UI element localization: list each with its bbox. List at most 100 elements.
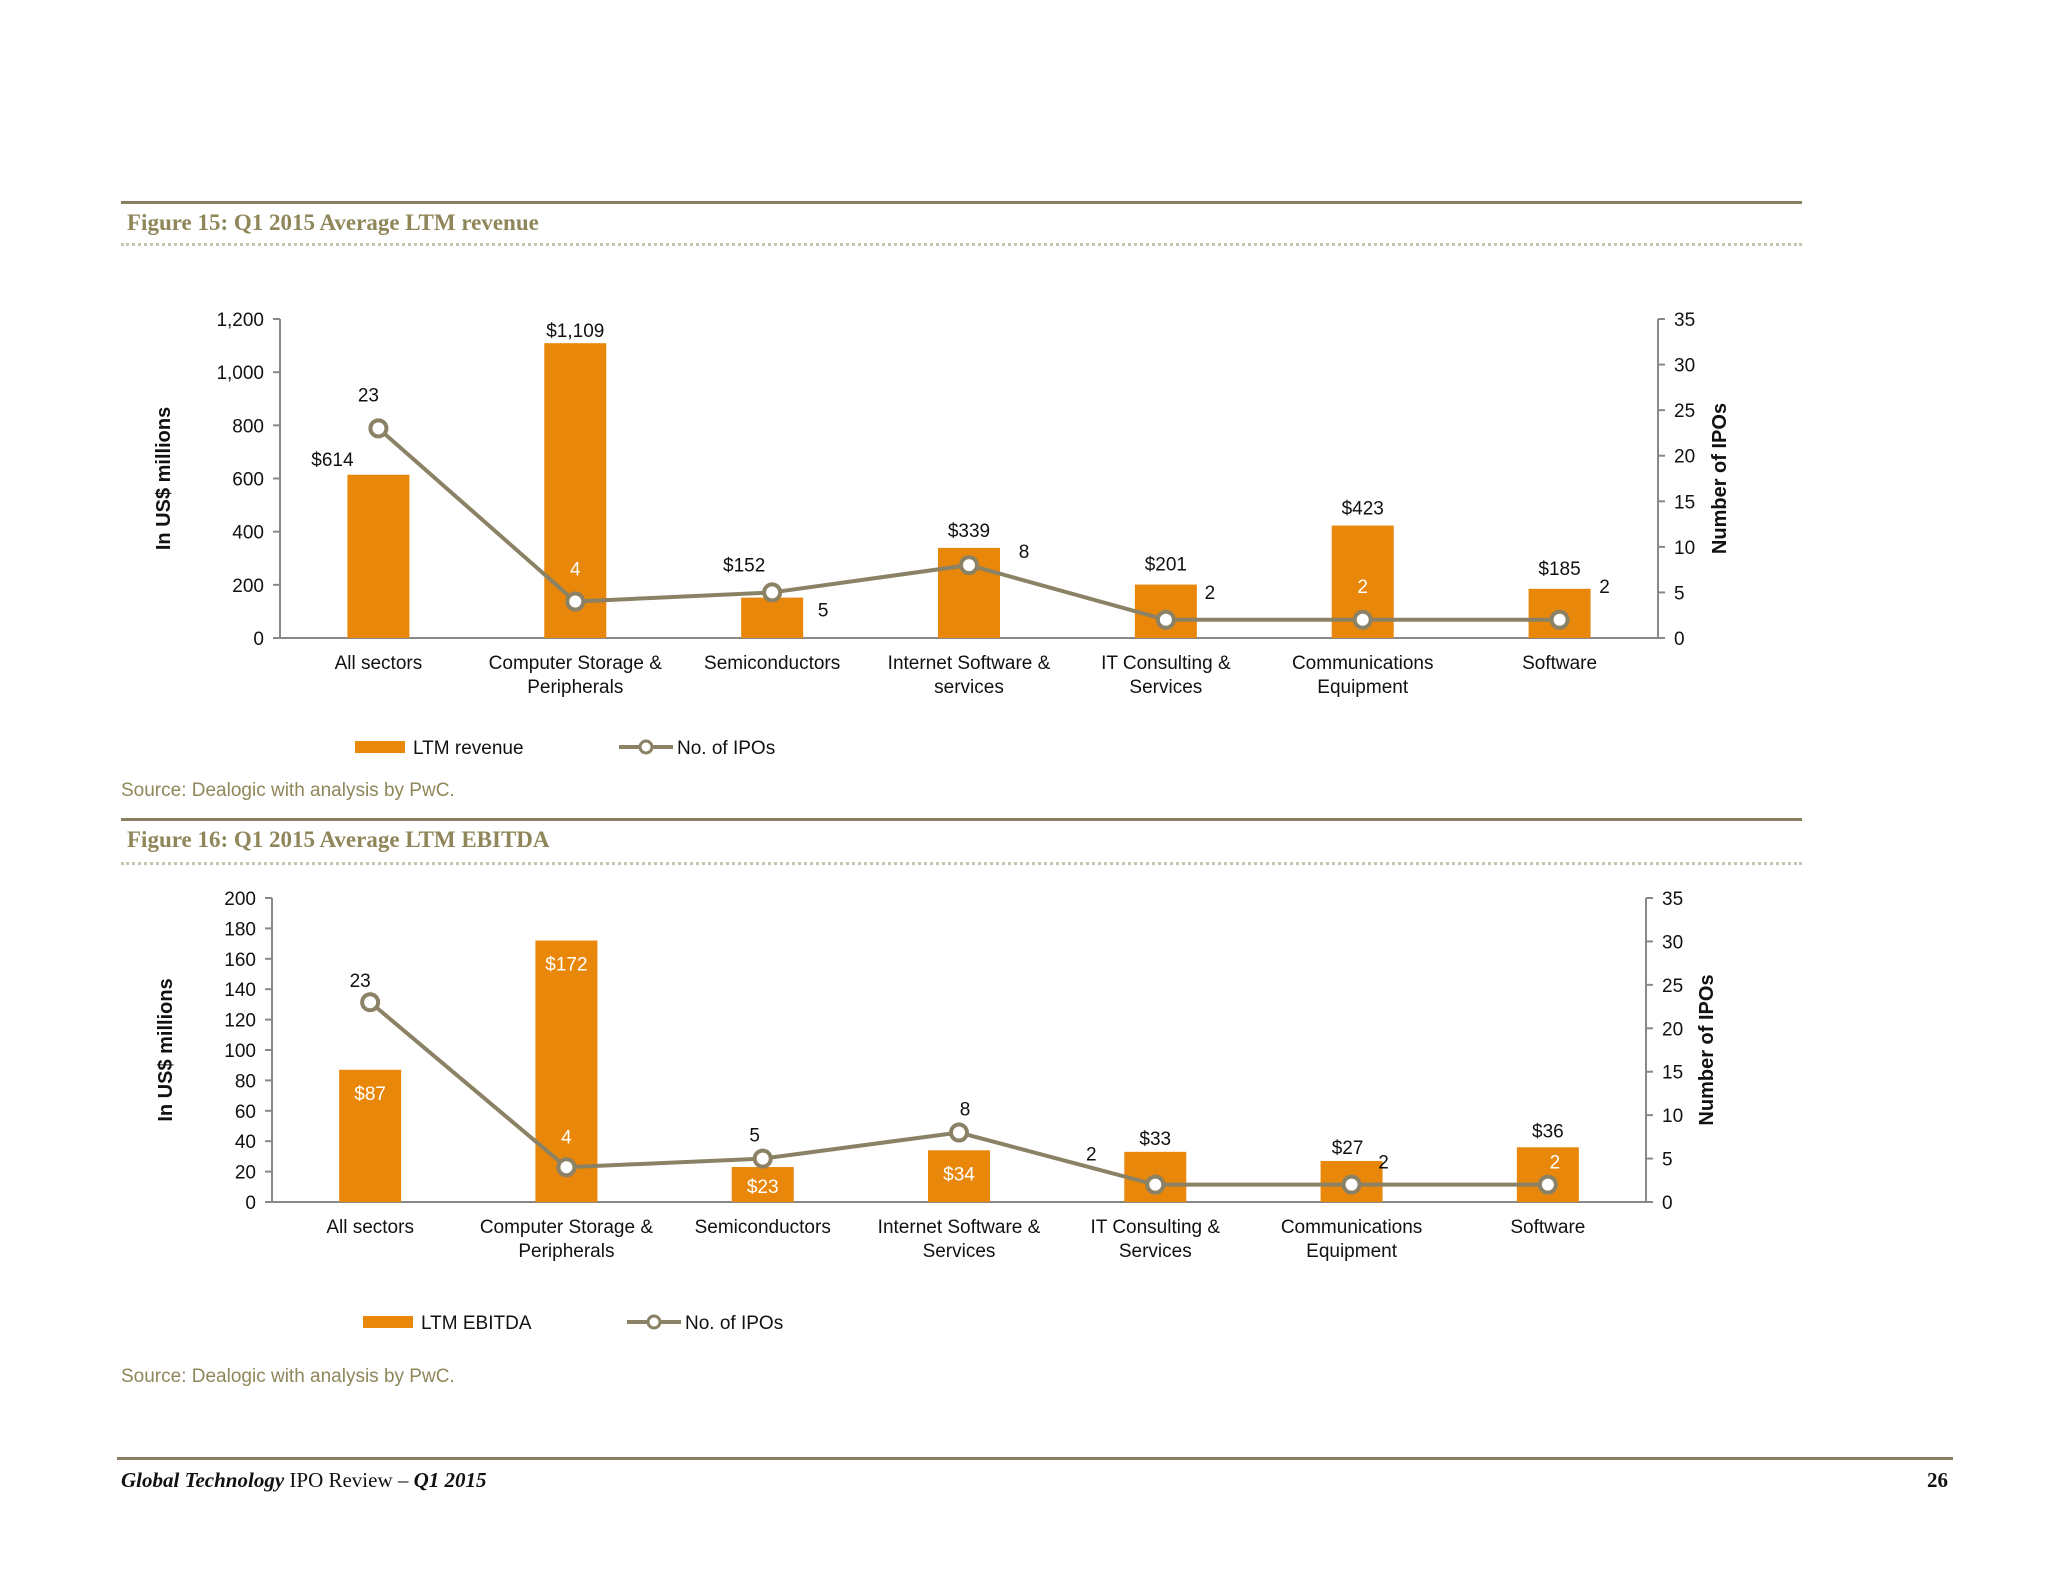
fig16-bar: [339, 1069, 402, 1202]
fig15-category-label: Equipment: [1317, 677, 1409, 698]
footer-title-quarter: Q1 2015: [413, 1468, 487, 1492]
figure15-chart: 02004006008001,0001,20005101520253035In …: [153, 310, 1731, 759]
fig15-ipo-value-label: 4: [570, 560, 581, 581]
fig15-bar-value-label: $339: [948, 521, 990, 542]
fig16-ipo-point: [1537, 1174, 1558, 1195]
fig16-category-label: Software: [1510, 1217, 1585, 1238]
fig15-y2-axis-title: Number of IPOs: [1709, 403, 1731, 554]
fig15-ipo-point: [1549, 609, 1570, 630]
fig16-ipo-value-label: 2: [1550, 1153, 1561, 1174]
fig16-ipo-value-label: 5: [749, 1126, 760, 1147]
fig15-left-tick-label: 800: [232, 416, 264, 437]
fig15-ipo-point: [565, 591, 586, 612]
fig15-ipo-point: [1155, 609, 1176, 630]
fig16-bar-value-label: $23: [747, 1177, 779, 1198]
page-number: 26: [1927, 1468, 1948, 1492]
footer-publication-title: Global Technology IPO Review – Q1 2015: [121, 1468, 487, 1493]
fig15-category-label: Semiconductors: [704, 653, 840, 674]
fig15-bar-value-label: $201: [1145, 555, 1187, 576]
fig15-left-tick-label: 600: [232, 470, 264, 491]
fig15-right-tick-label: 5: [1674, 583, 1685, 604]
fig15-ipo-point: [762, 582, 783, 603]
figure15-top-rule: [121, 201, 1802, 204]
fig15-bar-value-label: $423: [1342, 499, 1384, 520]
fig16-bar-value-label: $36: [1532, 1121, 1564, 1142]
fig16-right-tick-label: 30: [1662, 932, 1683, 953]
fig15-bar-value-label: $152: [723, 556, 765, 577]
fig15-ipo-point: [1352, 609, 1373, 630]
fig15-right-tick-label: 30: [1674, 356, 1695, 377]
footer-rule: [117, 1457, 1953, 1460]
fig15-ipo-value-label: 5: [818, 600, 829, 621]
fig15-ipo-value-label: 23: [358, 385, 379, 406]
fig16-left-tick-label: 200: [224, 889, 256, 910]
fig15-ipo-value-label: 2: [1205, 583, 1216, 604]
fig16-category-label: Internet Software &: [878, 1217, 1041, 1238]
fig16-ipo-value-label: 4: [561, 1127, 572, 1148]
fig15-left-tick-label: 400: [232, 523, 264, 544]
figure15-dotted-rule: [121, 243, 1802, 246]
fig16-right-tick-label: 35: [1662, 889, 1683, 910]
fig15-bar: [741, 597, 804, 638]
fig15-bar-value-label: $614: [311, 450, 354, 471]
fig16-category-label: IT Consulting &: [1091, 1217, 1221, 1238]
fig15-bar: [347, 474, 410, 638]
fig16-left-tick-label: 20: [235, 1163, 256, 1184]
fig16-right-tick-label: 10: [1662, 1106, 1683, 1127]
fig15-category-label: IT Consulting &: [1101, 653, 1231, 674]
fig16-left-tick-label: 140: [224, 980, 256, 1001]
fig16-ipo-value-label: 8: [960, 1100, 971, 1121]
fig15-category-label: Software: [1522, 653, 1597, 674]
fig16-category-label: All sectors: [326, 1217, 414, 1238]
fig15-bar: [544, 343, 607, 638]
fig15-bar-value-label: $1,109: [546, 321, 604, 342]
fig15-right-tick-label: 15: [1674, 492, 1695, 513]
fig16-category-label: Services: [923, 1241, 996, 1262]
figure15-title: Figure 15: Q1 2015 Average LTM revenue: [127, 210, 539, 235]
fig15-legend-bar-label: LTM revenue: [413, 738, 524, 759]
footer-title-mid: IPO Review –: [284, 1468, 414, 1492]
fig16-left-tick-label: 40: [235, 1132, 256, 1153]
fig15-ipo-value-label: 8: [1019, 542, 1030, 563]
fig15-right-tick-label: 0: [1674, 629, 1685, 650]
fig15-legend-line-marker: [638, 739, 654, 755]
fig16-ipo-value-label: 23: [350, 971, 371, 992]
fig15-ipo-point: [368, 418, 389, 439]
fig15-category-label: All sectors: [335, 653, 423, 674]
fig16-ipo-point: [949, 1122, 969, 1143]
fig15-right-tick-label: 25: [1674, 401, 1695, 422]
figure16-chart: 0204060801001201401601802000510152025303…: [155, 889, 1718, 1334]
fig16-y2-axis-title: Number of IPOs: [1696, 974, 1718, 1125]
figure16-dotted-rule: [121, 862, 1802, 865]
fig16-category-label: Computer Storage &: [480, 1217, 654, 1238]
fig15-left-tick-label: 1,200: [216, 310, 264, 331]
fig15-bar-value-label: $185: [1538, 559, 1580, 580]
fig15-category-label: Services: [1129, 677, 1202, 698]
fig15-ipo-value-label: 2: [1357, 577, 1368, 598]
fig16-left-tick-label: 0: [245, 1193, 256, 1214]
fig15-left-tick-label: 0: [253, 629, 264, 650]
figure16-title: Figure 16: Q1 2015 Average LTM EBITDA: [127, 827, 550, 852]
fig16-ipo-point: [1341, 1174, 1362, 1195]
fig15-right-tick-label: 35: [1674, 310, 1695, 331]
fig16-category-label: Semiconductors: [695, 1217, 831, 1238]
fig15-left-tick-label: 1,000: [216, 363, 264, 384]
figure16-top-rule: [121, 818, 1802, 821]
fig15-legend-bar-swatch: [355, 741, 405, 753]
fig16-legend-line-label: No. of IPOs: [685, 1313, 783, 1334]
fig16-y-axis-title: In US$ millions: [155, 978, 177, 1121]
fig15-category-label: Peripherals: [527, 677, 623, 698]
figure15-source: Source: Dealogic with analysis by PwC.: [121, 780, 455, 801]
fig16-left-tick-label: 80: [235, 1071, 256, 1092]
fig16-left-tick-label: 120: [224, 1011, 256, 1032]
fig15-category-label: services: [934, 677, 1004, 698]
fig15-left-tick-label: 200: [232, 576, 264, 597]
fig16-bar-value-label: $33: [1139, 1129, 1171, 1150]
fig15-right-tick-label: 20: [1674, 447, 1695, 468]
fig16-bar-value-label: $34: [943, 1164, 975, 1185]
fig15-y-axis-title: In US$ millions: [153, 407, 175, 550]
fig16-bar-value-label: $87: [354, 1084, 386, 1105]
fig16-left-tick-label: 60: [235, 1102, 256, 1123]
fig16-right-tick-label: 5: [1662, 1150, 1673, 1171]
fig16-legend-line-marker: [646, 1314, 662, 1330]
